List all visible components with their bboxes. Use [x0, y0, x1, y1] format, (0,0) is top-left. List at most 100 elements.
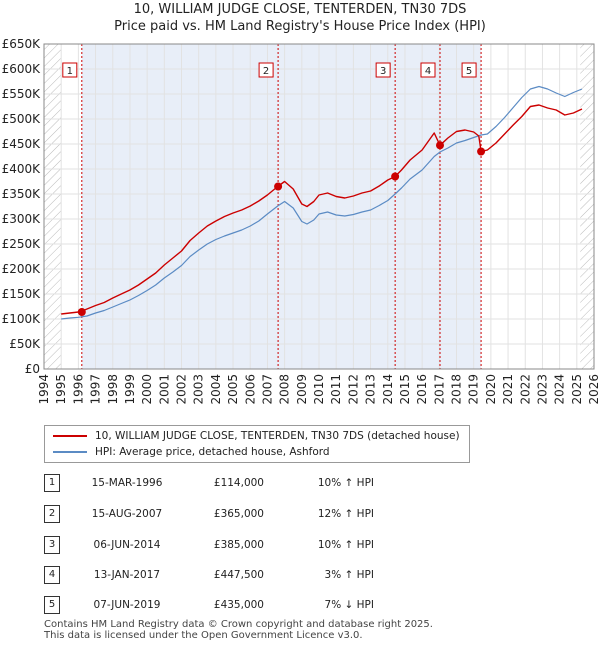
sale-number-box — [420, 62, 436, 78]
sale-price: £385,000 — [213, 539, 264, 551]
x-tick-label: 2006 — [243, 374, 257, 405]
y-tick-label: £450K — [2, 137, 42, 151]
sale-number-badge: 4 — [44, 566, 60, 584]
x-tick-label: 2000 — [140, 374, 154, 405]
x-tick-label: 2016 — [415, 374, 429, 405]
y-tick-label: £50K — [9, 337, 41, 351]
x-tick-label: 2009 — [295, 374, 309, 405]
y-tick-label: £250K — [2, 237, 42, 251]
sale-hpi-diff: 10% ↑ HPI — [317, 477, 374, 489]
legend-swatch-hpi — [53, 451, 87, 453]
sale-number-badge: 3 — [44, 536, 60, 554]
x-tick-label: 2020 — [484, 374, 498, 405]
sale-point — [274, 182, 283, 191]
legend: 10, WILLIAM JUDGE CLOSE, TENTERDEN, TN30… — [44, 425, 470, 463]
y-tick-label: £400K — [2, 162, 42, 176]
sale-number-badge: 2 — [44, 505, 60, 523]
ownership-shade — [440, 44, 482, 369]
sale-number-label: 4 — [425, 66, 431, 77]
footer-licence: This data is licensed under the Open Gov… — [44, 630, 363, 641]
x-tick-label: 2002 — [175, 374, 189, 405]
plot-frame — [43, 43, 595, 370]
footer-copyright: Contains HM Land Registry data © Crown c… — [44, 619, 433, 630]
sale-hpi-diff: 12% ↑ HPI — [317, 508, 374, 520]
sale-number-box — [461, 62, 477, 78]
x-tick-label: 2008 — [278, 374, 292, 405]
x-tick-label: 1994 — [37, 374, 51, 405]
x-tick-label: 2005 — [226, 374, 240, 405]
x-tick-label: 2012 — [346, 374, 360, 405]
x-tick-label: 2013 — [364, 374, 378, 405]
sale-date: 15-AUG-2007 — [91, 508, 163, 520]
footer-attribution: Contains HM Land Registry data © Crown c… — [44, 619, 433, 641]
sale-point — [477, 147, 486, 156]
x-tick-label: 2025 — [570, 374, 584, 405]
x-tick-label: 2021 — [501, 374, 515, 405]
sale-date: 07-JUN-2019 — [93, 599, 161, 611]
property-price-line — [61, 104, 583, 315]
sale-number-box — [258, 62, 274, 78]
sale-number-label: 2 — [263, 66, 269, 77]
x-tick-label: 2019 — [467, 374, 481, 405]
x-tick-label: 2023 — [535, 374, 549, 405]
legend-label-property: 10, WILLIAM JUDGE CLOSE, TENTERDEN, TN30… — [95, 430, 460, 442]
x-tick-label: 2001 — [157, 374, 171, 405]
sale-point — [77, 308, 86, 316]
sale-date: 06-JUN-2014 — [93, 539, 161, 551]
hatched-region — [44, 44, 62, 369]
y-tick-label: £0 — [25, 362, 40, 376]
x-tick-label: 2011 — [329, 374, 343, 405]
sale-price: £365,000 — [213, 508, 264, 520]
legend-item-hpi: HPI: Average price, detached house, Ashf… — [53, 444, 330, 460]
y-tick-label: £300K — [2, 212, 42, 226]
x-tick-label: 2022 — [518, 374, 532, 405]
y-tick-label: £200K — [2, 262, 42, 276]
legend-label-hpi: HPI: Average price, detached house, Ashf… — [95, 446, 330, 458]
sale-hpi-diff: 3% ↑ HPI — [324, 569, 374, 581]
y-tick-label: £150K — [2, 287, 42, 301]
sale-number-badge: 1 — [44, 474, 60, 492]
y-tick-label: £100K — [2, 312, 42, 326]
x-tick-label: 2026 — [587, 374, 600, 405]
x-tick-label: 2003 — [192, 374, 206, 405]
y-tick-label: £650K — [2, 37, 42, 51]
sale-point — [391, 172, 400, 181]
x-tick-label: 2007 — [260, 374, 274, 405]
table-row: 2 15-AUG-2007 £365,000 12% ↑ HPI — [44, 505, 464, 523]
chart-title: 10, WILLIAM JUDGE CLOSE, TENTERDEN, TN30… — [134, 2, 467, 17]
y-tick-label: £350K — [2, 187, 42, 201]
x-tick-label: 2024 — [553, 374, 567, 405]
x-tick-label: 1998 — [106, 374, 120, 405]
sale-point — [436, 141, 444, 150]
sale-price: £447,500 — [213, 569, 264, 581]
x-tick-label: 2017 — [432, 374, 446, 405]
x-tick-label: 2014 — [381, 374, 395, 405]
sale-number-label: 5 — [466, 66, 472, 77]
x-tick-label: 1999 — [123, 374, 137, 405]
ownership-shade — [395, 44, 440, 369]
sale-price: £435,000 — [213, 599, 264, 611]
x-tick-label: 1995 — [54, 374, 68, 405]
x-tick-label: 2018 — [450, 374, 464, 405]
sale-number-box — [62, 62, 78, 78]
sale-price: £114,000 — [213, 477, 264, 489]
y-tick-label: £600K — [2, 62, 42, 76]
sale-date: 13-JAN-2017 — [93, 569, 161, 581]
sale-hpi-diff: 10% ↑ HPI — [317, 539, 374, 551]
sale-number-label: 1 — [67, 66, 73, 77]
legend-item-property: 10, WILLIAM JUDGE CLOSE, TENTERDEN, TN30… — [53, 428, 460, 444]
legend-swatch-property — [53, 435, 87, 437]
sale-number-badge: 5 — [44, 596, 60, 614]
x-tick-label: 1997 — [89, 374, 103, 405]
sale-number-box — [375, 62, 391, 78]
hpi-line — [61, 85, 583, 320]
sale-hpi-diff: 7% ↓ HPI — [324, 599, 374, 611]
sale-number-label: 3 — [380, 66, 386, 77]
price-chart: 10, WILLIAM JUDGE CLOSE, TENTERDEN, TN30… — [2, 2, 600, 405]
sale-date: 15-MAR-1996 — [91, 477, 163, 489]
table-row: 1 15-MAR-1996 £114,000 10% ↑ HPI — [44, 474, 464, 492]
chart-subtitle: Price paid vs. HM Land Registry's House … — [114, 19, 486, 34]
table-row: 4 13-JAN-2017 £447,500 3% ↑ HPI — [44, 566, 464, 584]
y-tick-label: £500K — [2, 112, 42, 126]
table-row: 3 06-JUN-2014 £385,000 10% ↑ HPI — [44, 536, 464, 554]
